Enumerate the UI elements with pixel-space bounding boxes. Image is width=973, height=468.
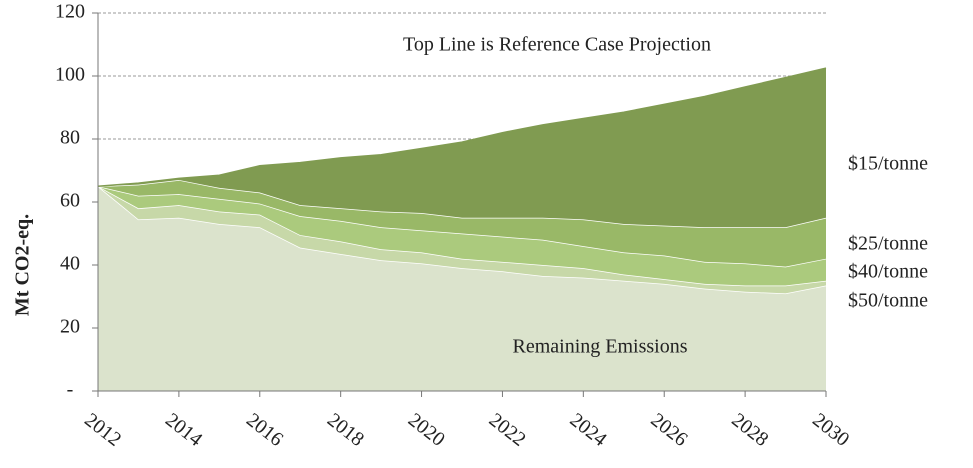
x-tick-label: 2012 xyxy=(80,409,125,451)
legend-label: $15/tonne xyxy=(848,153,928,175)
x-tick-label: 2028 xyxy=(727,409,772,451)
y-tick-label: 100 xyxy=(55,64,85,86)
legend-label: $40/tonne xyxy=(848,261,928,283)
x-tick-label: 2018 xyxy=(323,409,368,451)
areas xyxy=(97,67,827,391)
y-tick-label: 120 xyxy=(55,1,85,23)
y-axis-label: Mt CO2-eq. xyxy=(12,214,34,316)
annotation: Top Line is Reference Case Projection xyxy=(403,34,711,56)
x-tick-label: 2014 xyxy=(161,409,206,451)
x-tick-label: 2016 xyxy=(242,409,287,451)
area-fill xyxy=(98,186,826,286)
area-fill xyxy=(98,179,826,267)
area-edge xyxy=(97,67,827,187)
x-tick-label: 2024 xyxy=(566,409,611,451)
y-tick-label: 20 xyxy=(60,316,80,338)
legend-label: $25/tonne xyxy=(848,233,928,255)
y-tick-label: - xyxy=(67,379,74,401)
x-tick-label: 2026 xyxy=(647,409,692,451)
area-fill xyxy=(98,68,826,228)
legend-label: $50/tonne xyxy=(848,290,928,312)
x-tick-label: 2030 xyxy=(808,409,853,451)
x-tick-label: 2020 xyxy=(404,409,449,451)
y-tick-label: 60 xyxy=(60,190,80,212)
y-tick-label: 40 xyxy=(60,253,80,275)
y-tick-label: 80 xyxy=(60,127,80,149)
x-tick-label: 2022 xyxy=(485,409,530,451)
area-label: Remaining Emissions xyxy=(513,336,688,358)
